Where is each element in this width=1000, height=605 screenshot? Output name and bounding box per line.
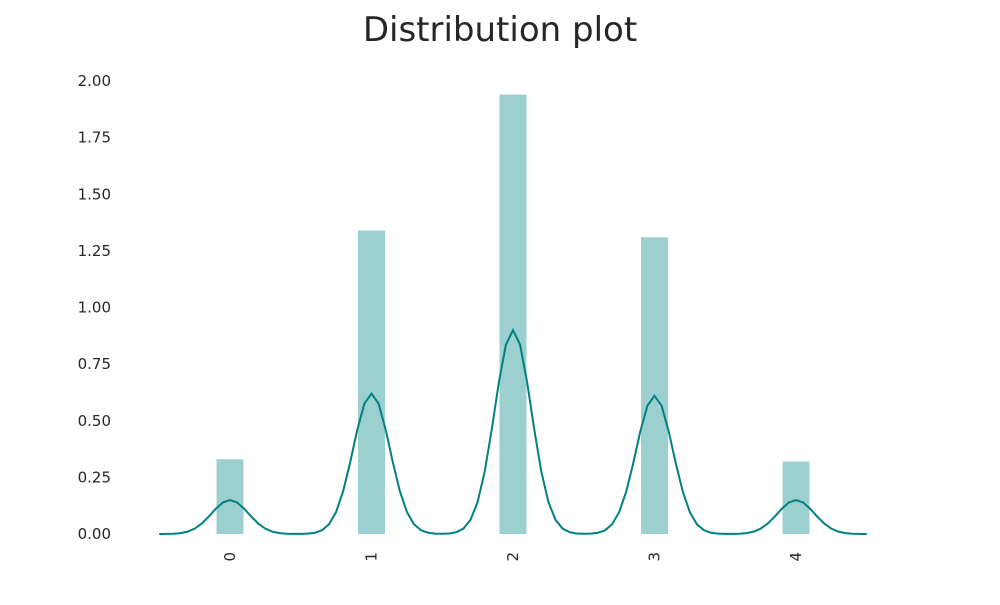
chart-title: Distribution plot bbox=[362, 10, 638, 50]
bar-0 bbox=[216, 459, 244, 534]
kde-layer bbox=[159, 327, 867, 535]
bars-layer bbox=[216, 94, 810, 535]
kde-line bbox=[159, 327, 867, 535]
bar-4 bbox=[782, 461, 810, 534]
bar-3 bbox=[641, 237, 668, 534]
x-tick-label: 4 bbox=[787, 552, 805, 562]
y-tick-label: 0.25 bbox=[78, 468, 111, 486]
x-tick-label: 1 bbox=[363, 552, 381, 562]
y-tick-label: 1.75 bbox=[78, 129, 111, 147]
bar-1 bbox=[358, 230, 385, 535]
y-tick-label: 0.00 bbox=[78, 525, 111, 543]
y-tick-label: 1.25 bbox=[78, 242, 111, 260]
y-tick-label: 1.00 bbox=[78, 299, 111, 317]
y-tick-label: 1.50 bbox=[78, 185, 111, 203]
y-tick-label: 0.50 bbox=[78, 412, 111, 430]
x-tick-label: 0 bbox=[221, 552, 239, 562]
y-axis: 0.00 0.25 0.50 0.75 1.00 1.25 1.50 1.75 2.00 bbox=[78, 72, 111, 543]
bar-2 bbox=[499, 94, 527, 534]
x-tick-label: 3 bbox=[646, 552, 664, 562]
y-tick-label: 2.00 bbox=[78, 72, 111, 90]
y-tick-label: 0.75 bbox=[78, 355, 111, 373]
x-tick-label: 2 bbox=[504, 552, 522, 562]
x-axis: 0 1 2 3 4 bbox=[221, 552, 805, 562]
